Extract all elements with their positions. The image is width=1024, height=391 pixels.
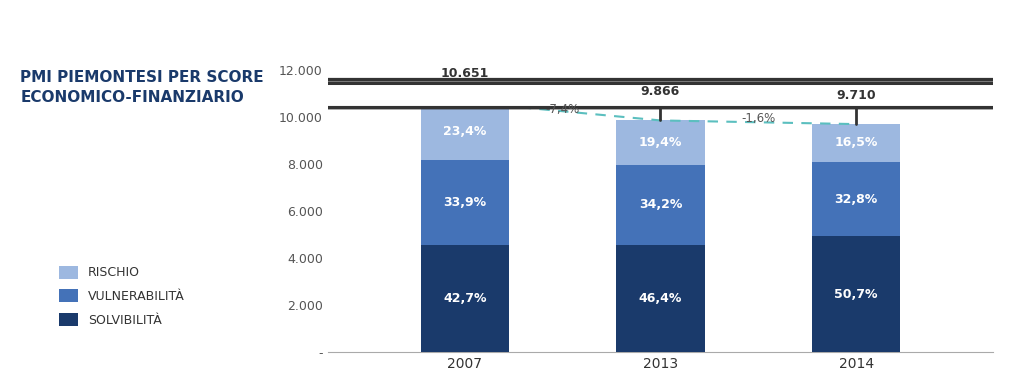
Text: 19,4%: 19,4%: [639, 136, 682, 149]
Bar: [421, 102, 509, 160]
Text: 46,4%: 46,4%: [639, 292, 682, 305]
Text: 16,5%: 16,5%: [835, 136, 878, 149]
Circle shape: [0, 61, 1024, 86]
Text: 34,2%: 34,2%: [639, 198, 682, 212]
Bar: [812, 124, 900, 162]
Text: 10.651: 10.651: [440, 67, 488, 80]
Text: 9.866: 9.866: [641, 85, 680, 98]
Text: 50,7%: 50,7%: [835, 288, 878, 301]
Text: 23,4%: 23,4%: [443, 125, 486, 138]
Bar: [812, 237, 900, 352]
Circle shape: [0, 80, 1024, 104]
Text: 42,7%: 42,7%: [443, 292, 486, 305]
Text: 32,8%: 32,8%: [835, 192, 878, 206]
Text: PMI PIEMONTESI PER SCORE
ECONOMICO-FINANZIARIO: PMI PIEMONTESI PER SCORE ECONOMICO-FINAN…: [20, 70, 264, 105]
Text: -1,6%: -1,6%: [741, 112, 775, 125]
Bar: [616, 120, 705, 165]
Bar: [616, 165, 705, 244]
Text: 9.710: 9.710: [837, 89, 877, 102]
Bar: [812, 162, 900, 237]
Text: -7,4%: -7,4%: [546, 102, 580, 116]
Circle shape: [0, 83, 1024, 108]
Text: 33,9%: 33,9%: [443, 196, 486, 209]
Bar: [421, 160, 509, 245]
Legend: RISCHIO, VULNERABILITÀ, SOLVIBILITÀ: RISCHIO, VULNERABILITÀ, SOLVIBILITÀ: [54, 261, 189, 332]
Bar: [421, 245, 509, 352]
Bar: [616, 244, 705, 352]
